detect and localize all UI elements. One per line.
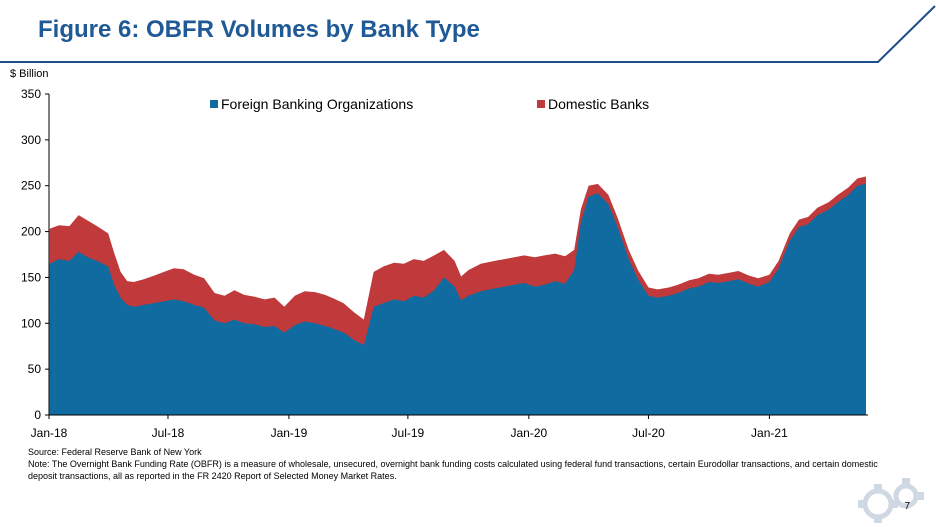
- legend-swatch-domestic: [537, 100, 545, 108]
- x-tick-label: Jul-18: [152, 426, 185, 440]
- series-area-foreign-banking-organizations: [49, 183, 866, 415]
- x-tick-label: Jan-21: [751, 426, 788, 440]
- source-text: Source: Federal Reserve Bank of New York: [28, 447, 202, 457]
- y-tick-label: 200: [21, 225, 41, 239]
- y-tick-label: 300: [21, 133, 41, 147]
- legend-label-foreign: Foreign Banking Organizations: [221, 96, 413, 112]
- note-text: Note: The Overnight Bank Funding Rate (O…: [28, 459, 878, 481]
- gear-icon: [858, 478, 924, 523]
- x-tick-label: Jul-19: [392, 426, 425, 440]
- x-tick-label: Jul-20: [632, 426, 665, 440]
- y-tick-label: 50: [28, 362, 42, 376]
- y-tick-label: 150: [21, 270, 41, 284]
- y-tick-label: 0: [34, 408, 41, 422]
- x-tick-label: Jan-19: [271, 426, 308, 440]
- x-tick-label: Jan-18: [31, 426, 68, 440]
- header-frame-line: [0, 5, 936, 63]
- x-tick-label: Jan-20: [510, 426, 547, 440]
- page-number: 7: [904, 501, 910, 512]
- y-tick-label: 250: [21, 179, 41, 193]
- footer-notes: Source: Federal Reserve Bank of New York…: [28, 446, 908, 482]
- page-title: Figure 6: OBFR Volumes by Bank Type: [38, 16, 480, 43]
- legend-label-domestic: Domestic Banks: [548, 96, 649, 112]
- y-tick-label: 100: [21, 316, 41, 330]
- obfr-volume-chart: 0 50 100 150 200 250 300 350 Jan-18 Jul-18 Jan-19 J…: [21, 87, 868, 440]
- header-frame: [0, 5, 936, 63]
- legend-swatch-foreign: [210, 100, 218, 108]
- y-axis-unit-label: $ Billion: [10, 68, 49, 80]
- y-tick-label: 350: [21, 87, 41, 101]
